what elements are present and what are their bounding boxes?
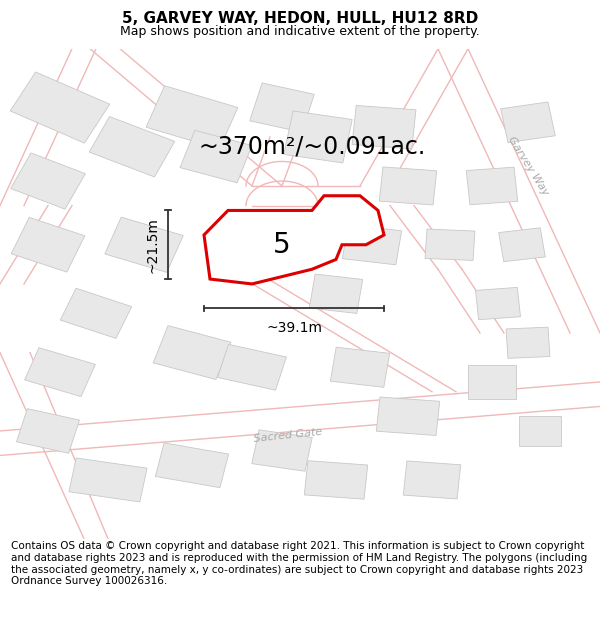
Polygon shape (403, 461, 461, 499)
Text: Map shows position and indicative extent of the property.: Map shows position and indicative extent… (120, 25, 480, 38)
Text: ~370m²/~0.091ac.: ~370m²/~0.091ac. (199, 135, 425, 159)
Polygon shape (25, 348, 95, 397)
Polygon shape (499, 228, 545, 262)
Polygon shape (506, 327, 550, 358)
Polygon shape (343, 225, 401, 265)
Polygon shape (519, 416, 561, 446)
Polygon shape (146, 86, 238, 149)
Text: ~39.1m: ~39.1m (266, 321, 322, 335)
Polygon shape (11, 153, 85, 209)
Text: ~21.5m: ~21.5m (145, 217, 159, 272)
Polygon shape (153, 326, 231, 379)
Polygon shape (379, 167, 437, 205)
Polygon shape (425, 229, 475, 261)
Polygon shape (61, 288, 131, 338)
Polygon shape (180, 131, 252, 182)
Polygon shape (10, 72, 110, 143)
Polygon shape (218, 344, 286, 390)
Polygon shape (476, 288, 520, 320)
Polygon shape (376, 397, 440, 436)
Polygon shape (310, 274, 362, 314)
Polygon shape (466, 167, 518, 205)
Polygon shape (252, 430, 312, 471)
Text: 5: 5 (273, 231, 291, 259)
Polygon shape (204, 196, 384, 284)
Polygon shape (16, 409, 80, 453)
Polygon shape (331, 348, 389, 388)
Polygon shape (89, 116, 175, 177)
Text: Garvey Way: Garvey Way (506, 135, 550, 198)
Polygon shape (155, 443, 229, 488)
Text: 5, GARVEY WAY, HEDON, HULL, HU12 8RD: 5, GARVEY WAY, HEDON, HULL, HU12 8RD (122, 11, 478, 26)
Polygon shape (284, 111, 352, 163)
Polygon shape (468, 365, 516, 399)
Polygon shape (501, 102, 555, 142)
Polygon shape (250, 83, 314, 132)
Text: Sacred Gate: Sacred Gate (253, 428, 323, 444)
Polygon shape (352, 106, 416, 149)
Text: Contains OS data © Crown copyright and database right 2021. This information is : Contains OS data © Crown copyright and d… (11, 541, 587, 586)
Polygon shape (304, 461, 368, 499)
Polygon shape (69, 458, 147, 502)
Polygon shape (11, 217, 85, 272)
Polygon shape (105, 217, 183, 272)
